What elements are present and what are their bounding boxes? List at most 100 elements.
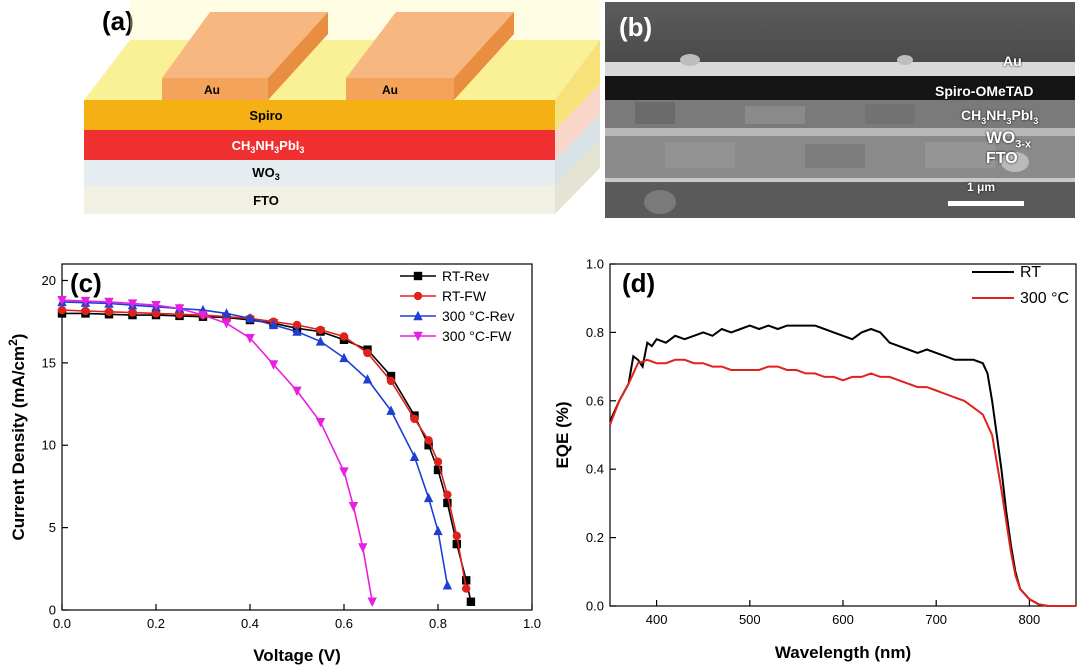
jv-y-tick-label: 0 <box>49 603 56 618</box>
jv-series-3-point <box>358 543 368 553</box>
jv-series-3-point <box>80 296 91 307</box>
jv-series-3-point <box>348 502 359 512</box>
eqe-chart: (d) 400 500 600 700 800 0.0 0.2 0.4 0.6 0.8 1.0 RT… <box>553 257 1077 662</box>
jv-series-1-point <box>104 307 114 316</box>
scale-bar-label: 1 μm <box>967 180 996 194</box>
jv-series-1-point <box>386 376 396 386</box>
eqe-x-tick-label: 800 <box>1019 612 1041 627</box>
wo3-layer-front <box>84 160 555 186</box>
jv-y-tick-label: 10 <box>42 438 56 453</box>
jv-series-1-point <box>57 305 67 315</box>
sem-image: (b) <box>605 2 1075 218</box>
jv-series-3-point <box>292 386 302 397</box>
eqe-x-tick-label: 400 <box>646 612 668 627</box>
jv-series-0-point <box>443 498 452 508</box>
jv-series-2-point <box>386 405 396 415</box>
jv-series-1-point <box>363 348 372 358</box>
jv-series-1-point <box>81 306 90 316</box>
sem-cross-section: (b) Au Spiro-OMeTAD CH3NH3PbI3 WO3-x FTO… <box>605 2 1075 218</box>
jv-series-3-legend-label: 300 °C-FW <box>442 328 512 344</box>
fto-label: FTO <box>253 193 279 208</box>
panel-c-label: (c) <box>70 268 102 298</box>
jv-series-1-point <box>452 531 461 541</box>
spiro-layer-top <box>84 40 600 100</box>
jv-series-2-point <box>433 525 443 536</box>
eqe-x-tick-label: 500 <box>739 612 761 627</box>
jv-x-tick-label: 0.6 <box>335 616 353 631</box>
jv-series-2-point <box>409 451 420 461</box>
jv-series-0-legend-marker <box>413 271 423 281</box>
eqe-plot-frame <box>609 263 1077 607</box>
fto-layer-front <box>84 186 555 214</box>
eqe-y-tick-label: 0.2 <box>586 530 604 545</box>
perovskite-layer-side <box>555 84 600 160</box>
eqe-y-tick-label: 0.6 <box>586 393 604 408</box>
jv-series-1-point <box>128 308 137 317</box>
jv-series-1-point <box>443 490 452 499</box>
jv-series-1-point <box>151 309 161 318</box>
jv-y-tick-label: 5 <box>49 520 56 535</box>
jv-series-0-point <box>433 465 443 475</box>
jv-series-3-point <box>57 296 67 306</box>
eqe-x-tick-label: 600 <box>832 612 854 627</box>
au-right-side <box>454 12 514 100</box>
jv-y-tick-label: 20 <box>42 273 56 288</box>
jv-series-1-line <box>61 309 467 589</box>
jv-series-1-point <box>433 457 443 466</box>
scale-bar <box>948 201 1024 206</box>
jv-series-0-point <box>462 576 471 585</box>
eqe-y-tick-label: 0.0 <box>586 599 604 614</box>
eqe-y-tick-label: 1.0 <box>586 257 604 272</box>
jv-x-tick-label: 0.2 <box>147 616 165 631</box>
au-left-front <box>162 78 268 100</box>
jv-series-2-point <box>442 580 453 590</box>
jv-plot-frame <box>61 263 533 611</box>
jv-y-tick-label: 15 <box>42 355 56 370</box>
jv-series-3-point <box>127 299 138 309</box>
jv-series-2-legend-label: 300 °C-Rev <box>442 308 515 324</box>
jv-x-tick-label: 0.0 <box>53 616 71 631</box>
eqe-series-0-legend-label: RT <box>1020 264 1041 281</box>
eqe-series-0-line <box>609 324 1076 607</box>
jv-series-0-legend-label: RT-Rev <box>442 268 489 284</box>
panel-a-label: (a) <box>102 6 134 36</box>
jv-series-0-point <box>424 441 433 450</box>
jv-series-3-point <box>104 297 114 308</box>
sem-fto-label: FTO <box>986 150 1018 167</box>
wo3-layer-side <box>555 114 600 186</box>
jv-series-3-point <box>245 333 255 344</box>
jv-series-2-legend-marker <box>413 310 423 321</box>
jv-chart: (c) 0.0 0.2 0.4 0.6 0.8 1.0 0 5 10 15 20 RT-Rev RT-… <box>6 263 541 665</box>
jv-series-1-legend-label: RT-FW <box>442 288 487 304</box>
panel-b-label: (b) <box>619 12 652 42</box>
sem-au-label: Au <box>1003 53 1022 69</box>
jv-x-axis-label: Voltage (V) <box>253 646 341 665</box>
jv-series-3-point <box>268 360 279 370</box>
jv-series-1-point <box>316 325 325 335</box>
jv-series-0-line <box>62 312 472 602</box>
jv-series-2-point <box>221 308 232 318</box>
jv-series-3-line <box>61 299 373 602</box>
jv-series-3-point <box>315 417 326 428</box>
eqe-x-tick-label: 700 <box>925 612 947 627</box>
jv-x-tick-label: 1.0 <box>523 616 541 631</box>
sem-wo-label: WO3-x <box>986 128 1032 151</box>
jv-series-1-legend-marker <box>413 291 423 301</box>
wo3-label: WO3 <box>252 165 279 182</box>
jv-series-2-point <box>315 336 326 346</box>
eqe-series-1-line <box>609 358 1076 607</box>
jv-series-1-point <box>424 436 433 445</box>
jv-series-1-point <box>462 584 471 593</box>
eqe-x-axis-label: Wavelength (nm) <box>775 643 911 662</box>
eqe-y-tick-label: 0.8 <box>586 325 604 340</box>
jv-series-2-point <box>339 352 349 363</box>
eqe-y-tick-label: 0.4 <box>586 462 604 477</box>
au-right-front <box>346 78 454 100</box>
au-left-side <box>268 12 328 100</box>
jv-series-3-point <box>151 300 161 311</box>
au-right-label: Au <box>382 83 398 97</box>
jv-series-2-point <box>292 326 302 336</box>
sem-perovskite-label: CH3NH3PbI3 <box>961 107 1039 126</box>
jv-series-2-point <box>245 313 255 323</box>
jv-series-3-point <box>174 304 185 314</box>
